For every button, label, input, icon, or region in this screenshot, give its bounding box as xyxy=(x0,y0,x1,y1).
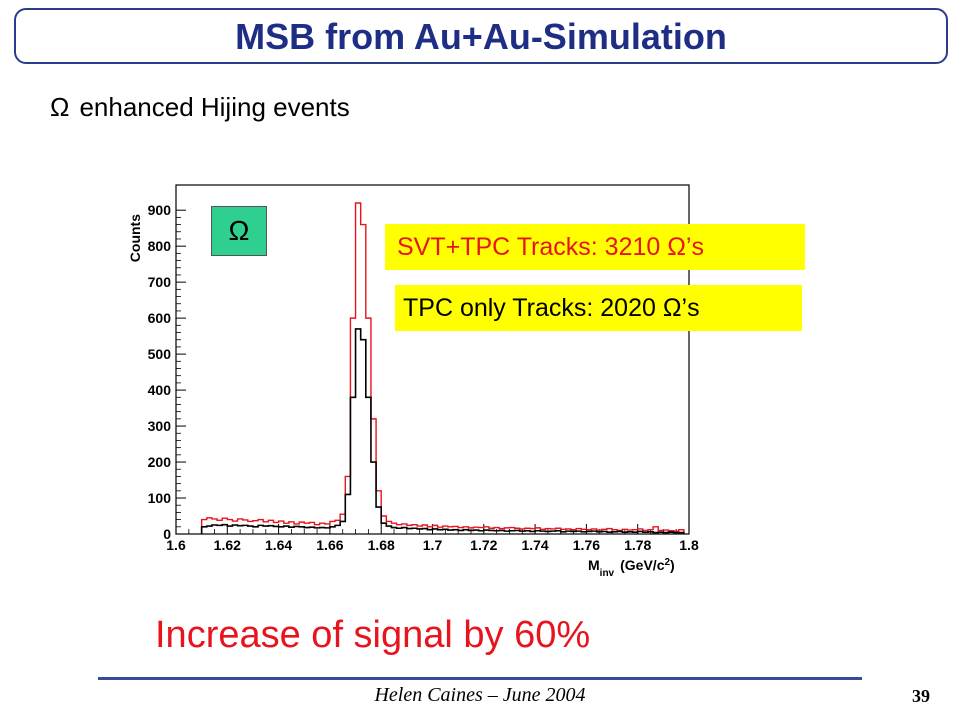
x-tick-label: 1.62 xyxy=(214,537,241,553)
y-tick-label: 200 xyxy=(148,454,172,470)
y-axis: 0 100 200 300 400 500 600 700 800 900 xyxy=(148,202,186,542)
y-axis-title: Counts xyxy=(127,214,143,262)
y-tick-label: 900 xyxy=(148,202,172,218)
y-tick-label: 700 xyxy=(148,274,172,290)
series-layer xyxy=(200,202,685,534)
x-tick-label: 1.78 xyxy=(624,537,651,553)
x-tick-label: 1.76 xyxy=(573,537,600,553)
x-tick-label: 1.72 xyxy=(470,537,497,553)
y-tick-label: 500 xyxy=(148,346,172,362)
subtitle-text: enhanced Hijing events xyxy=(79,92,350,122)
slide-title: MSB from Au+Au-Simulation xyxy=(235,16,727,57)
x-axis-title-sub: inv xyxy=(600,568,615,579)
x-tick-label: 1.64 xyxy=(265,537,292,553)
series-line-svt-tpc xyxy=(200,202,685,534)
y-tick-label: 0 xyxy=(163,526,171,542)
x-axis-title: Minv (GeV/c2) xyxy=(588,557,675,579)
x-tick-label: 1.8 xyxy=(679,537,699,553)
x-tick-label: 1.66 xyxy=(316,537,343,553)
y-tick-label: 600 xyxy=(148,310,172,326)
footer-author-date: Helen Caines – June 2004 xyxy=(374,684,586,706)
legend-tpc-only: TPC only Tracks: 2020 Ω’s xyxy=(395,285,802,331)
x-tick-label: 1.6 xyxy=(166,537,186,553)
x-axis: 1.6 1.62 1.64 1.66 1.68 1.7 1.72 1.74 1.76 1.78 1.… xyxy=(166,524,699,553)
y-tick-label: 300 xyxy=(148,418,172,434)
x-axis-title-sup: 2 xyxy=(664,557,670,568)
x-tick-label: 1.74 xyxy=(521,537,548,553)
x-tick-label: 1.7 xyxy=(423,537,443,553)
legend-svt-tpc: SVT+TPC Tracks: 3210 Ω’s xyxy=(385,224,805,270)
footer-divider xyxy=(98,677,862,680)
x-axis-title-units: (GeV/c xyxy=(620,557,665,573)
title-box: MSB from Au+Au-Simulation xyxy=(14,8,948,64)
subtitle-omega-symbol: Ω xyxy=(50,92,70,122)
y-tick-label: 100 xyxy=(148,490,172,506)
particle-label-box: Ω xyxy=(211,206,267,256)
x-axis-title-main: M xyxy=(588,557,600,573)
page-number: 39 xyxy=(912,686,930,706)
y-tick-label: 800 xyxy=(148,238,172,254)
y-tick-label: 400 xyxy=(148,382,172,398)
histogram-chart: 0 100 200 300 400 500 600 700 800 900 1.6 1.62 1.64… xyxy=(127,184,699,579)
x-tick-label: 1.68 xyxy=(368,537,395,553)
headline-text: Increase of signal by 60% xyxy=(155,614,591,656)
series-line-tpc-only xyxy=(200,328,685,534)
x-axis-title-close: ) xyxy=(670,557,675,573)
